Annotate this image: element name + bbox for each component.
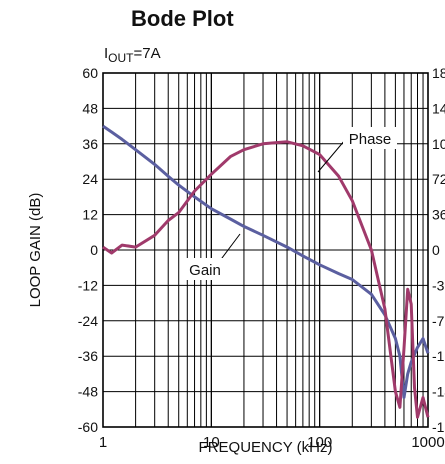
y-tick-label: 0 bbox=[90, 242, 98, 258]
y2-tick-label: 72 bbox=[432, 171, 445, 187]
y2-tick-label: 36 bbox=[432, 207, 445, 223]
x-tick-label: 1000 bbox=[411, 434, 444, 451]
gain-label-bg bbox=[182, 258, 228, 280]
phase-callout-leader bbox=[317, 139, 346, 173]
gain-curve bbox=[102, 124, 430, 399]
y2-tick-label: 144 bbox=[432, 100, 445, 116]
y-tick-label: 60 bbox=[82, 65, 98, 81]
y2-tick-label: -72 bbox=[432, 313, 445, 329]
y2-tick-label: -180 bbox=[432, 419, 445, 435]
y2-tick-label: -144 bbox=[432, 384, 445, 400]
chart-title: Bode Plot bbox=[131, 6, 234, 31]
phase-label-bg bbox=[343, 127, 397, 149]
y-tick-label: -24 bbox=[78, 313, 98, 329]
y-tick-label: -36 bbox=[78, 348, 98, 364]
y-tick-label: 24 bbox=[82, 171, 98, 187]
y2-tick-label: -36 bbox=[432, 277, 445, 293]
condition-value: =7A bbox=[133, 45, 161, 62]
gain-series-label: Gain bbox=[189, 262, 221, 279]
y-tick-label: 36 bbox=[82, 136, 98, 152]
y2-tick-label: 0 bbox=[432, 242, 440, 258]
y2-tick-label: 180 bbox=[432, 65, 445, 81]
phase-curve bbox=[102, 140, 430, 419]
condition-subscript: OUT bbox=[108, 51, 134, 65]
y-tick-label: -48 bbox=[78, 384, 98, 400]
y-tick-label: 48 bbox=[82, 100, 98, 116]
y-tick-label: -12 bbox=[78, 277, 98, 293]
x-axis-label: FREQUENCY (kHz) bbox=[199, 439, 333, 456]
y2-tick-label: 108 bbox=[432, 136, 445, 152]
y-tick-label: 12 bbox=[82, 207, 98, 223]
phase-series-label: Phase bbox=[349, 131, 392, 148]
condition-symbol: I bbox=[104, 45, 109, 62]
plot-frame bbox=[102, 72, 429, 428]
x-tick-label: 1 bbox=[99, 434, 107, 451]
y-tick-label: -60 bbox=[78, 419, 98, 435]
y-axis-label: LOOP GAIN (dB) bbox=[27, 193, 44, 308]
x-tick-label: 100 bbox=[307, 434, 332, 451]
y2-tick-label: -108 bbox=[432, 348, 445, 364]
test-condition: IOUT=7A bbox=[104, 45, 161, 65]
x-tick-label: 10 bbox=[203, 434, 220, 451]
